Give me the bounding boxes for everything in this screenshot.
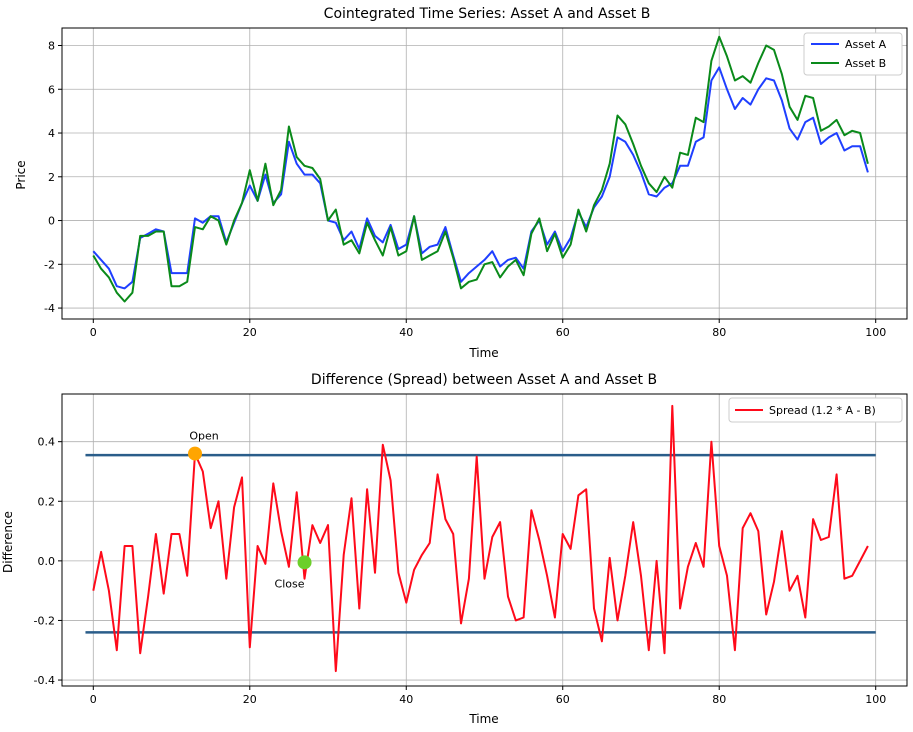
- x-tick-label: 80: [712, 326, 726, 339]
- x-axis-ticks: 0 20 40 60 80 100: [90, 686, 886, 706]
- y-tick-label: 0.0: [38, 555, 56, 568]
- annotation-label-open: Open: [189, 430, 218, 443]
- grid: [62, 394, 907, 686]
- chart-title: Difference (Spread) between Asset A and …: [311, 372, 657, 388]
- legend: Asset A Asset B: [803, 32, 903, 76]
- x-axis-ticks: 0 20 40 60 80 100: [90, 319, 886, 339]
- y-tick-label: 0: [48, 215, 55, 228]
- legend-label-spread: Spread (1.2 * A - B): [769, 404, 876, 417]
- x-axis-label: Time: [468, 346, 498, 360]
- y-tick-label: 4: [48, 127, 55, 140]
- series-group: [92, 404, 869, 673]
- series-line-spread-1-2-a-b: [92, 404, 869, 673]
- x-tick-label: 40: [399, 693, 413, 706]
- legend-label-asset-b: Asset B: [845, 57, 886, 70]
- legend-label-asset-a: Asset A: [845, 38, 887, 51]
- y-tick-label: 0.4: [38, 436, 56, 449]
- annotation-marker-open: [188, 446, 203, 461]
- x-tick-label: 20: [243, 693, 257, 706]
- asset-prices-chart: Cointegrated Time Series: Asset A and As…: [14, 6, 908, 360]
- annotation-marker-close: [297, 555, 312, 570]
- y-axis-ticks: -0.4 -0.2 0.0 0.2 0.4: [34, 436, 62, 687]
- y-tick-label: 0.2: [38, 495, 56, 508]
- x-tick-label: 0: [90, 326, 97, 339]
- x-tick-label: 100: [865, 693, 886, 706]
- legend: Spread (1.2 * A - B): [728, 397, 903, 423]
- y-tick-label: -4: [44, 302, 55, 315]
- y-axis-label: Difference: [1, 511, 15, 573]
- plot-area-frame: [61, 393, 908, 687]
- spread-chart: Difference (Spread) between Asset A and …: [1, 372, 908, 726]
- chart-title: Cointegrated Time Series: Asset A and As…: [324, 6, 651, 22]
- x-tick-label: 40: [399, 326, 413, 339]
- y-tick-label: 2: [48, 171, 55, 184]
- y-tick-label: 8: [48, 40, 55, 53]
- threshold-lines: [85, 453, 876, 634]
- series-group: [92, 35, 869, 303]
- x-axis-label: Time: [468, 712, 498, 726]
- annotation-label-close: Close: [275, 577, 305, 590]
- series-line-asset-b: [92, 35, 869, 303]
- legend-box: [728, 397, 903, 423]
- x-tick-label: 60: [556, 326, 570, 339]
- x-tick-label: 0: [90, 693, 97, 706]
- y-axis-label: Price: [14, 160, 28, 189]
- x-tick-label: 60: [556, 693, 570, 706]
- x-tick-label: 80: [712, 693, 726, 706]
- y-tick-label: -0.4: [34, 674, 55, 687]
- series-line-asset-a: [92, 66, 869, 290]
- y-tick-label: 6: [48, 83, 55, 96]
- y-axis-ticks: -4 -2 0 2 4 6 8: [44, 40, 62, 315]
- y-tick-label: -0.2: [34, 614, 55, 627]
- annotations: Open Close: [188, 430, 312, 590]
- plot-area-frame: [61, 27, 908, 320]
- y-tick-label: -2: [44, 258, 55, 271]
- x-tick-label: 20: [243, 326, 257, 339]
- x-tick-label: 100: [865, 326, 886, 339]
